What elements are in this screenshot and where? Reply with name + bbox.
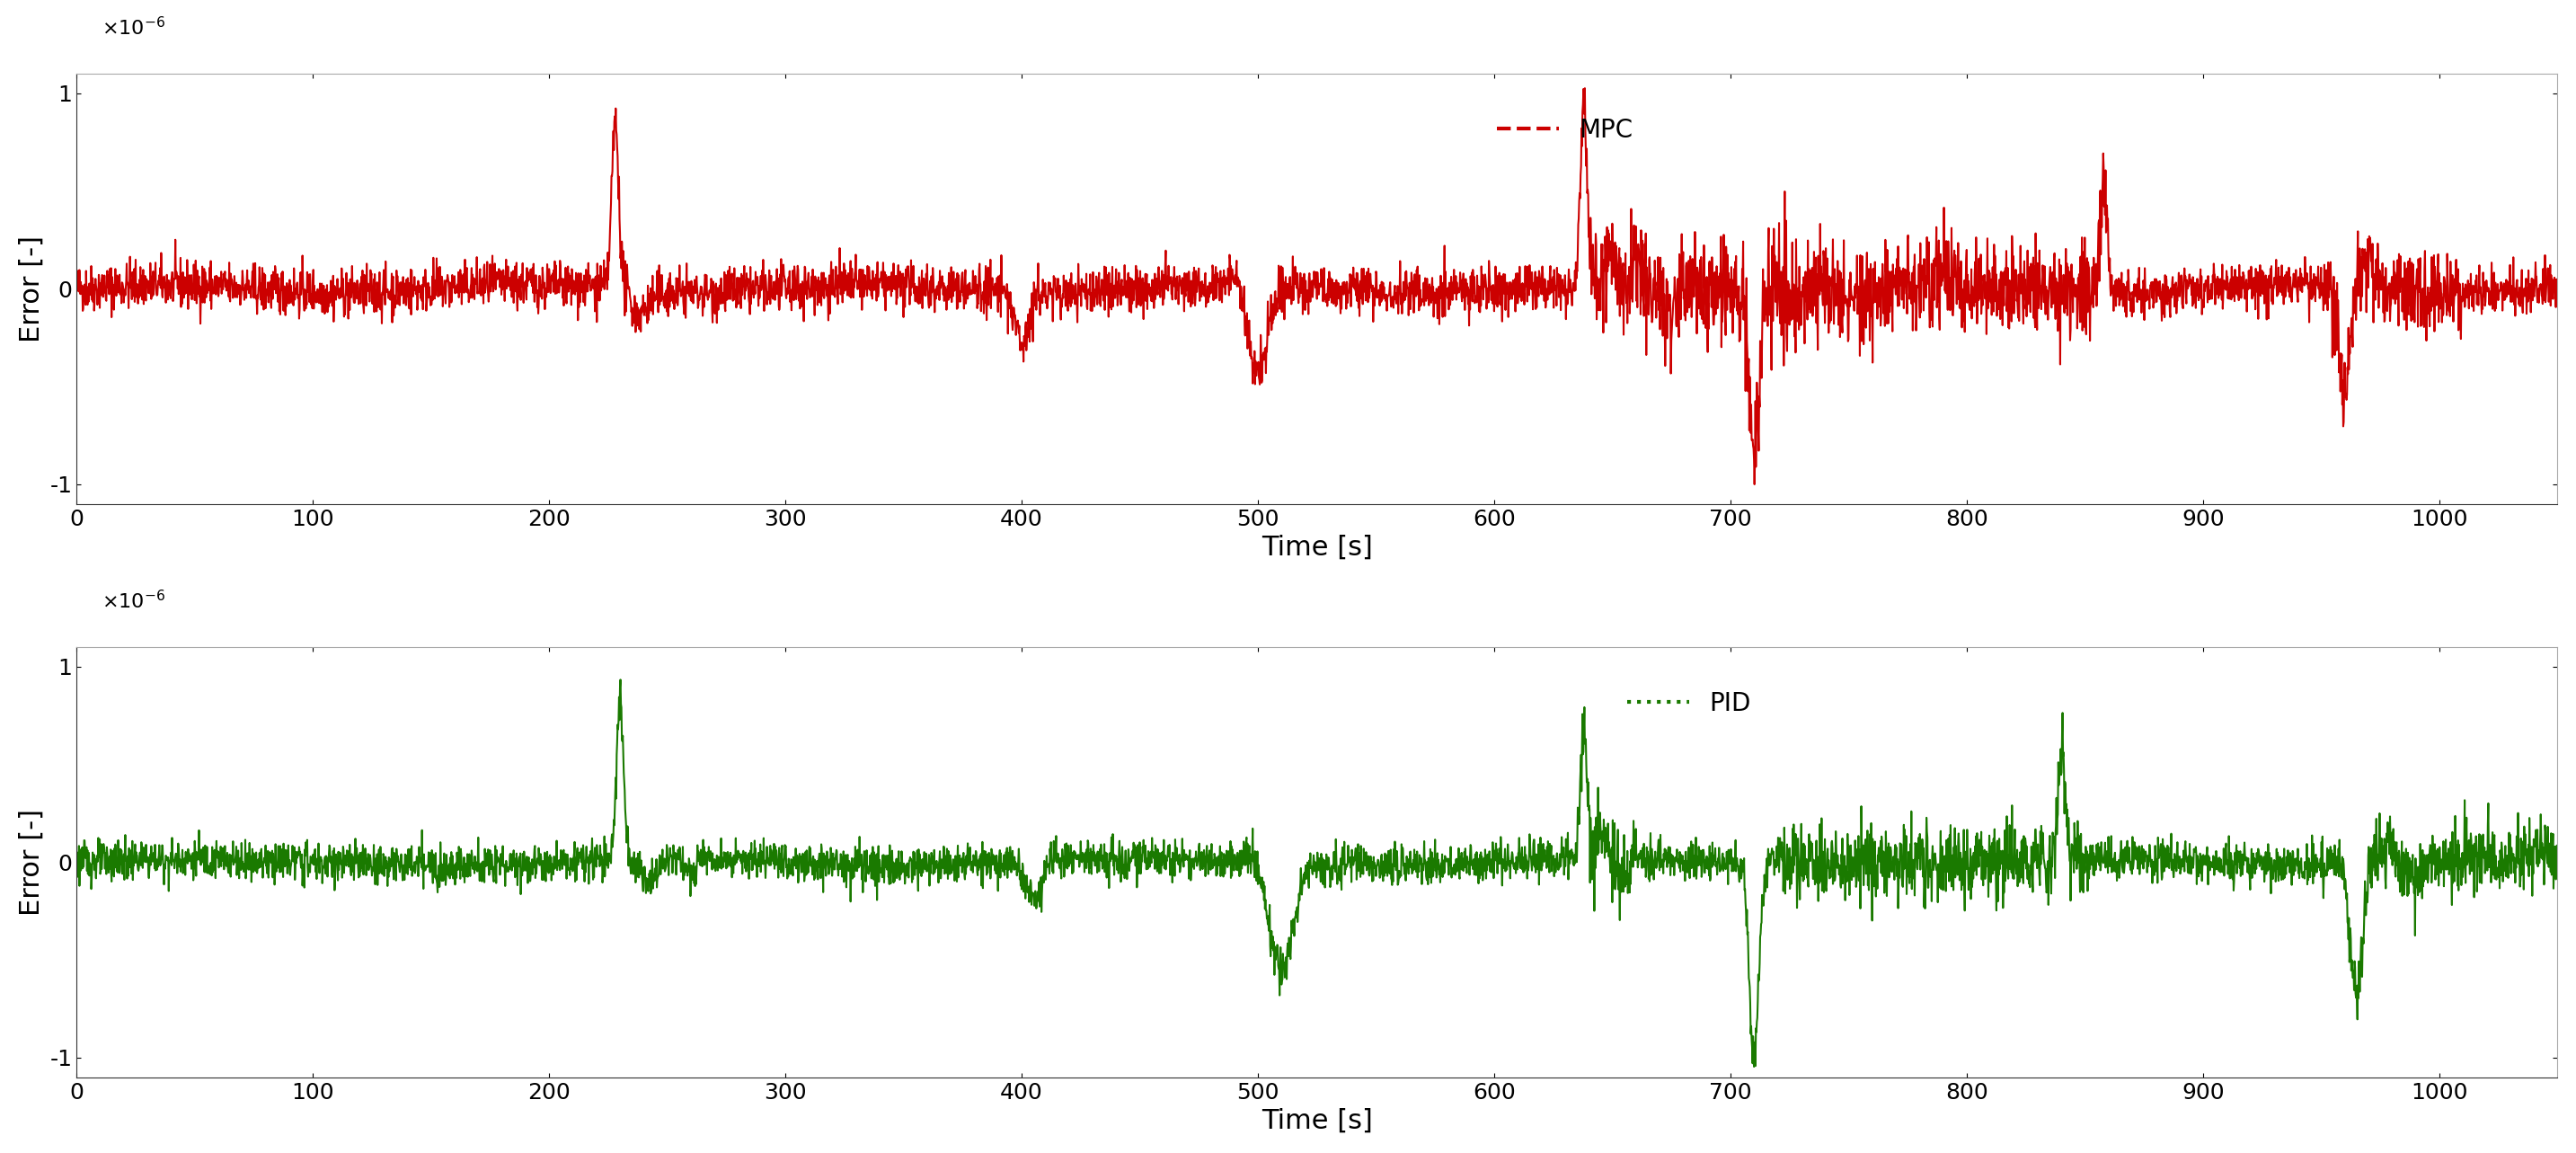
Text: $\times10^{-6}$: $\times10^{-6}$ <box>100 16 165 39</box>
Legend: PID: PID <box>1618 681 1762 726</box>
Y-axis label: Error [-]: Error [-] <box>18 808 44 915</box>
Text: $\times10^{-6}$: $\times10^{-6}$ <box>100 590 165 612</box>
X-axis label: Time [s]: Time [s] <box>1262 1108 1373 1135</box>
Y-axis label: Error [-]: Error [-] <box>18 235 44 342</box>
Legend: MPC: MPC <box>1486 107 1643 153</box>
X-axis label: Time [s]: Time [s] <box>1262 535 1373 560</box>
